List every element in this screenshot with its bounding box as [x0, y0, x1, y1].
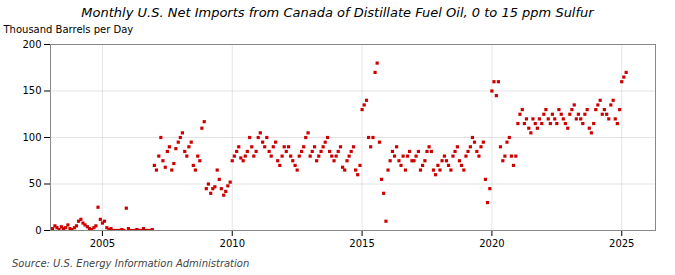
- html-text:Source: U.S. Energy Informatio: Source: U.S. Energy Information Administ…: [12, 258, 250, 269]
- svg-text:150: 150: [22, 85, 41, 96]
- svg-text:2005: 2005: [90, 238, 115, 249]
- html-text:Monthly U.S. Net Imports from: Monthly U.S. Net Imports from Canada of …: [81, 5, 594, 20]
- svg-text:2025: 2025: [609, 238, 634, 249]
- svg-text:2010: 2010: [220, 238, 245, 249]
- svg-text:50: 50: [29, 178, 42, 189]
- svg-text:2020: 2020: [479, 238, 504, 249]
- svg-text:0: 0: [35, 225, 41, 236]
- svg-text:Thousand Barrels per Day: Thousand Barrels per Day: [3, 24, 134, 35]
- svg-text:100: 100: [22, 132, 41, 143]
- svg-text:200: 200: [22, 39, 41, 50]
- svg-text:2015: 2015: [349, 238, 374, 249]
